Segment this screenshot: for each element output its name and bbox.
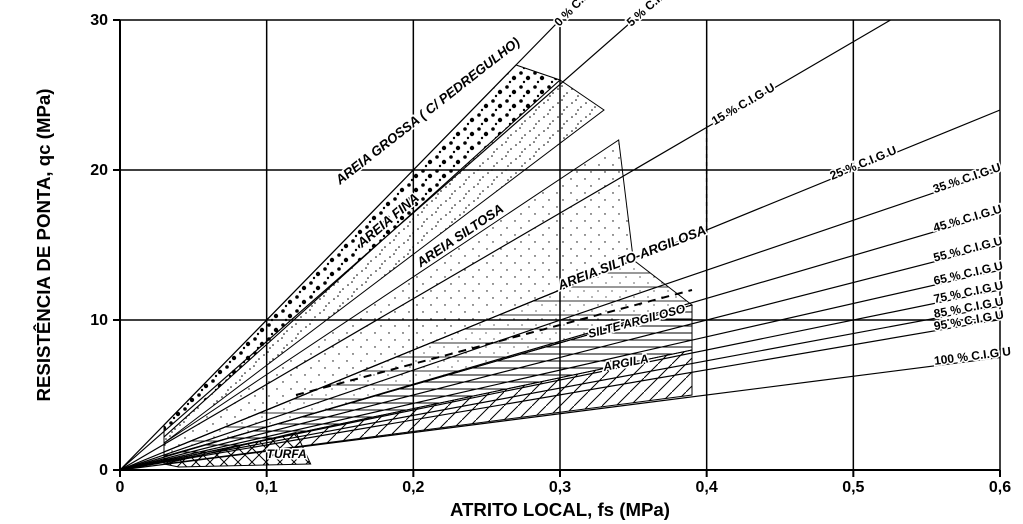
x-tick-label: 0,5 [842, 479, 864, 496]
y-axis-title: RESISTÊNCIA DE PONTA, qc (MPa) [33, 88, 54, 401]
y-tick-label: 20 [90, 162, 108, 179]
x-axis-title: ATRITO LOCAL, fs (MPa) [450, 499, 670, 520]
x-tick-label: 0,2 [402, 479, 424, 496]
soil-zone-label: TURFA [267, 447, 307, 461]
classification-chart: 0 0,1 0,2 0,3 0,4 0,5 0,6 0 10 20 30 ATRITO LOCAL, … [0, 0, 1023, 524]
x-tick-label: 0,1 [256, 479, 278, 496]
x-tick-label: 0,3 [549, 479, 571, 496]
y-tick-label: 10 [90, 312, 108, 329]
chart-container: 0 0,1 0,2 0,3 0,4 0,5 0,6 0 10 20 30 ATRITO LOCAL, … [0, 0, 1023, 524]
x-tick-label: 0 [116, 479, 125, 496]
x-tick-label: 0,4 [696, 479, 718, 496]
x-tick-label: 0,6 [989, 479, 1011, 496]
y-tick-label: 30 [90, 12, 108, 29]
y-tick-label: 0 [99, 462, 108, 479]
